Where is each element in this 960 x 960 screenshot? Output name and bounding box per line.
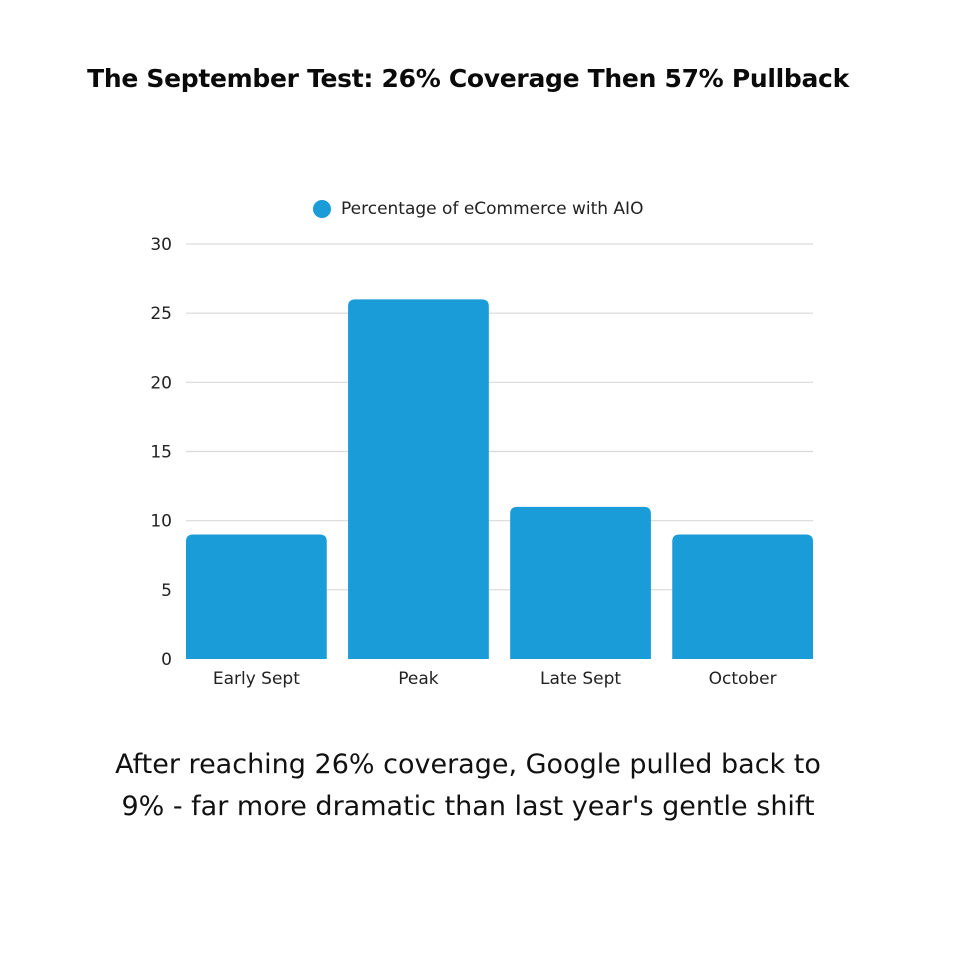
- y-tick-label: 30: [150, 235, 172, 255]
- y-tick-label: 15: [150, 443, 172, 463]
- y-tick-label: 25: [150, 304, 172, 324]
- bar-peak: [348, 299, 489, 659]
- y-tick-label: 20: [150, 373, 172, 393]
- y-tick-label: 0: [161, 650, 172, 670]
- legend-swatch: [313, 200, 331, 218]
- bar-october: [672, 534, 813, 659]
- x-tick-label: Peak: [398, 669, 439, 689]
- y-axis-ticks: 0 5 10 15 20 25 30: [150, 235, 172, 670]
- bars: [186, 299, 813, 659]
- chart-legend: Percentage of eCommerce with AIO: [313, 197, 643, 221]
- x-axis-ticks: Early Sept Peak Late Sept October: [213, 669, 777, 689]
- chart-title: The September Test: 26% Coverage Then 57…: [87, 64, 849, 93]
- y-tick-label: 5: [161, 581, 172, 601]
- bar-late-sept: [510, 506, 651, 659]
- chart-caption: After reaching 26% coverage, Google pull…: [115, 749, 821, 822]
- x-tick-label: October: [709, 669, 777, 689]
- x-tick-label: Late Sept: [540, 669, 621, 689]
- bar-early-sept: [186, 534, 327, 659]
- y-tick-label: 10: [150, 512, 172, 532]
- legend-label: Percentage of eCommerce with AIO: [341, 199, 644, 219]
- x-tick-label: Early Sept: [213, 669, 300, 689]
